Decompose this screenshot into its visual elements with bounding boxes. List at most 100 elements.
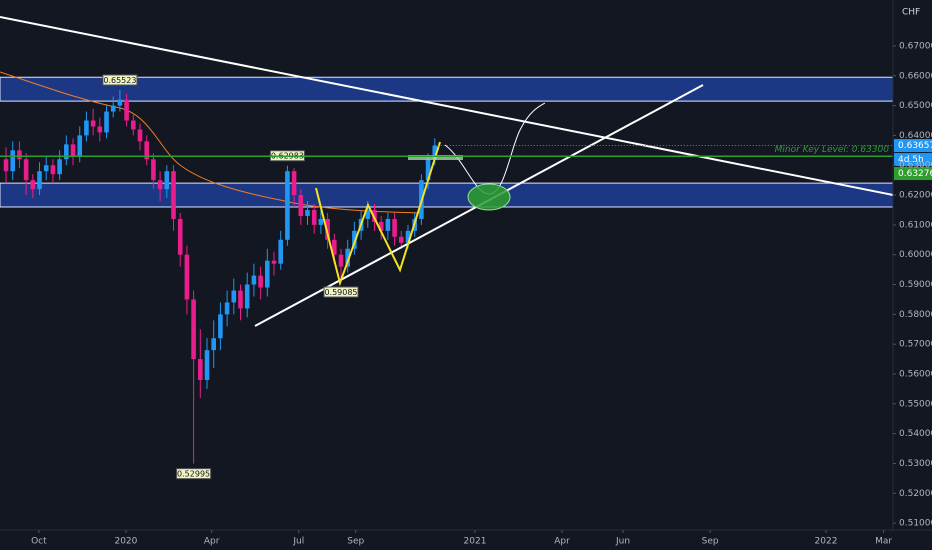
candle-body	[291, 171, 297, 196]
candle-body	[345, 248, 350, 267]
candle-body	[77, 135, 83, 157]
moving-average	[0, 71, 421, 214]
candle-body	[331, 239, 337, 255]
price-marker: 0.52995	[177, 470, 210, 479]
x-tick-label: Apr	[554, 537, 570, 547]
candle-body	[90, 120, 96, 127]
candle-body	[325, 218, 330, 240]
candle-body	[50, 165, 56, 175]
candle-body	[37, 171, 42, 190]
candle-body	[238, 290, 243, 309]
price-tag-label: 4d 5h	[898, 155, 924, 165]
candle-body	[191, 299, 196, 360]
candle-body	[338, 254, 344, 267]
candle-body	[157, 180, 163, 190]
x-tick-label: Apr	[204, 537, 220, 547]
candle-body	[184, 254, 190, 300]
candle-body	[17, 150, 22, 160]
candle-body	[405, 230, 411, 243]
candle-body	[258, 275, 263, 288]
projection-path	[444, 102, 546, 195]
x-tick-label: Jun	[615, 537, 630, 547]
x-tick-label: Jul	[292, 537, 304, 547]
candle-body	[131, 120, 136, 130]
x-tick-label: 2022	[815, 537, 838, 547]
candle-body	[392, 218, 397, 237]
candle-body	[137, 129, 143, 142]
candle-body	[171, 171, 176, 219]
price-marker-box	[176, 468, 212, 480]
candle-body	[365, 209, 371, 219]
candle-body	[3, 159, 9, 172]
y-tick-label: 0.67000	[899, 41, 932, 51]
candle-body	[244, 284, 250, 309]
candle-body	[224, 302, 230, 315]
candle-body	[211, 338, 217, 351]
x-tick-label: 2021	[464, 537, 487, 547]
zones	[0, 76, 894, 208]
price-marker-box	[323, 286, 359, 298]
candle-body	[305, 209, 310, 216]
candle-body	[278, 239, 283, 264]
candle-body	[264, 260, 270, 288]
candle-body	[378, 221, 384, 231]
candle-body	[23, 159, 29, 181]
candle-body	[57, 159, 62, 175]
price-tag	[894, 167, 932, 181]
candle-body	[104, 111, 109, 133]
candle-body	[110, 105, 116, 112]
key-level-label: Minor Key Level: 0.63300	[775, 145, 890, 155]
candle-body	[64, 144, 69, 160]
currency: CHF	[902, 8, 920, 18]
candle-body	[70, 144, 76, 157]
candle-body	[398, 236, 404, 243]
candle-body	[177, 218, 183, 255]
candle-body	[251, 275, 257, 285]
candle-body	[204, 350, 210, 380]
price-marker: 0.59085	[324, 288, 357, 297]
candle-body	[97, 126, 103, 133]
candle-body	[432, 145, 438, 160]
candle-body	[117, 99, 123, 106]
candle-body	[151, 159, 156, 181]
x-tick-label: Mar	[875, 537, 892, 547]
down-trendline	[0, 16, 894, 196]
candle-body	[298, 195, 304, 216]
target-ellipse	[467, 183, 511, 211]
candle-body	[231, 290, 237, 303]
price-tag	[894, 153, 932, 167]
price-tag	[894, 139, 932, 153]
candle-body	[164, 171, 170, 190]
zone	[0, 182, 894, 208]
x-tick-label: 2020	[114, 537, 137, 547]
candle-body	[311, 209, 317, 225]
candle-body	[43, 165, 49, 172]
price-tag-label: 0.63276	[898, 169, 932, 179]
candle-body	[124, 99, 129, 121]
price-marker-box	[102, 74, 138, 86]
pattern-drawing	[315, 141, 441, 287]
candle-body	[84, 120, 89, 136]
candle-body	[318, 218, 324, 225]
candles	[3, 89, 438, 464]
price-marker: 0.65523	[103, 76, 136, 85]
box-drawing	[408, 155, 463, 160]
